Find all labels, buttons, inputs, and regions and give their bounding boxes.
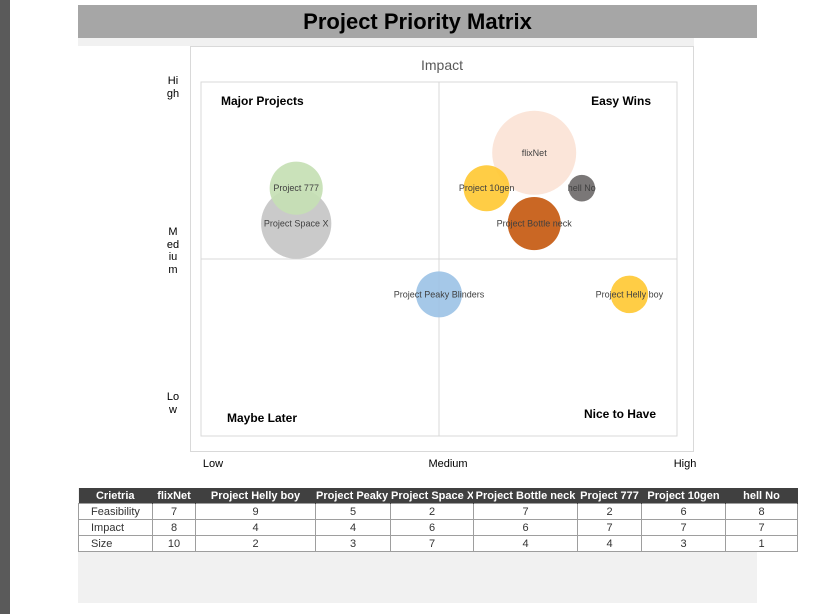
table-cell: 7 <box>473 503 578 520</box>
table-cell: 3 <box>315 535 391 552</box>
table-cell: 4 <box>195 519 316 536</box>
bubble-label: hell No <box>568 183 596 193</box>
chart-title: Impact <box>421 57 463 73</box>
table-cell: 4 <box>473 535 578 552</box>
x-tick-label-medium: Medium <box>428 458 467 470</box>
bubble-label: flixNet <box>522 148 548 158</box>
title-bar: Project Priority Matrix <box>78 5 757 38</box>
table-cell: 6 <box>473 519 578 536</box>
table-cell: 7 <box>152 503 196 520</box>
x-axis-panel <box>78 452 757 488</box>
table-header-cell: Project Bottle neck <box>473 488 578 504</box>
window-edge <box>0 0 10 614</box>
table-cell: 10 <box>152 535 196 552</box>
x-tick-label-low: Low <box>203 458 223 470</box>
bubble-series: flixNet Project Helly boy Project Peaky Bl… <box>261 110 664 318</box>
bubble-point <box>610 275 649 314</box>
table-header-row: Crietria flixNet Project Helly boy Proje… <box>78 488 798 504</box>
x-tick-label-high: High <box>674 458 697 470</box>
table-header-cell: Crietria <box>78 488 153 504</box>
bubble-point <box>492 110 577 195</box>
bubble-label: Project 777 <box>273 183 319 193</box>
y-tick-label-low: Low <box>166 391 180 416</box>
table-row: Feasibility 7 9 5 2 7 2 6 8 <box>78 503 798 520</box>
table-cell: 7 <box>390 535 474 552</box>
quadrant-label-nice-to-have: Nice to Have <box>584 407 656 421</box>
table-header-cell: Project 777 <box>577 488 642 504</box>
table-header-cell: Project Space X <box>390 488 474 504</box>
table-cell: 1 <box>725 535 798 552</box>
bubble-label: Project Bottle neck <box>497 219 573 229</box>
table-cell: 6 <box>390 519 474 536</box>
table-row: Impact 8 4 4 6 6 7 7 7 <box>78 519 798 536</box>
bubble-point <box>269 161 323 215</box>
quadrant-label-easy-wins: Easy Wins <box>591 94 651 108</box>
y-axis-panel <box>78 46 190 452</box>
table-cell: 8 <box>152 519 196 536</box>
table-cell: 8 <box>725 503 798 520</box>
table-cell: 4 <box>315 519 391 536</box>
bubble-label: Project Space X <box>264 219 329 229</box>
table-cell: 2 <box>390 503 474 520</box>
table-header-cell: Project Helly boy <box>195 488 316 504</box>
table-cell: 4 <box>577 535 642 552</box>
quadrant-label-major-projects: Major Projects <box>221 94 304 108</box>
table-cell: 6 <box>641 503 726 520</box>
table-cell: 5 <box>315 503 391 520</box>
bubble-label: Project Helly boy <box>596 289 664 299</box>
table-cell: Size <box>78 535 153 552</box>
table-header-cell: flixNet <box>152 488 196 504</box>
bubble-point <box>568 174 596 202</box>
table-cell: 9 <box>195 503 316 520</box>
y-tick-label-medium: Medium <box>166 226 180 276</box>
quadrant-label-maybe-later: Maybe Later <box>227 411 297 425</box>
bubble-label: Project 10gen <box>459 183 515 193</box>
y-tick-label-high: High <box>166 75 180 100</box>
table-cell: 3 <box>641 535 726 552</box>
table-cell: 7 <box>577 519 642 536</box>
criteria-table: Crietria flixNet Project Helly boy Proje… <box>78 488 798 552</box>
bubble-point <box>463 165 510 212</box>
bubble-point <box>415 271 463 318</box>
bubble-label: Project Peaky Blinders <box>394 289 485 299</box>
table-header-cell: Project 10gen <box>641 488 726 504</box>
table-cell: Impact <box>78 519 153 536</box>
page-title: Project Priority Matrix <box>303 8 532 34</box>
table-cell: 7 <box>641 519 726 536</box>
chart-right-margin <box>694 38 757 452</box>
table-header-cell: hell No <box>725 488 798 504</box>
table-cell: 7 <box>725 519 798 536</box>
table-row: Size 10 2 3 7 4 4 3 1 <box>78 535 798 552</box>
table-cell: 2 <box>195 535 316 552</box>
table-cell: Feasibility <box>78 503 153 520</box>
table-cell: 2 <box>577 503 642 520</box>
bubble-point <box>507 197 561 251</box>
table-header-cell: Project Peaky Blinders <box>315 488 391 504</box>
